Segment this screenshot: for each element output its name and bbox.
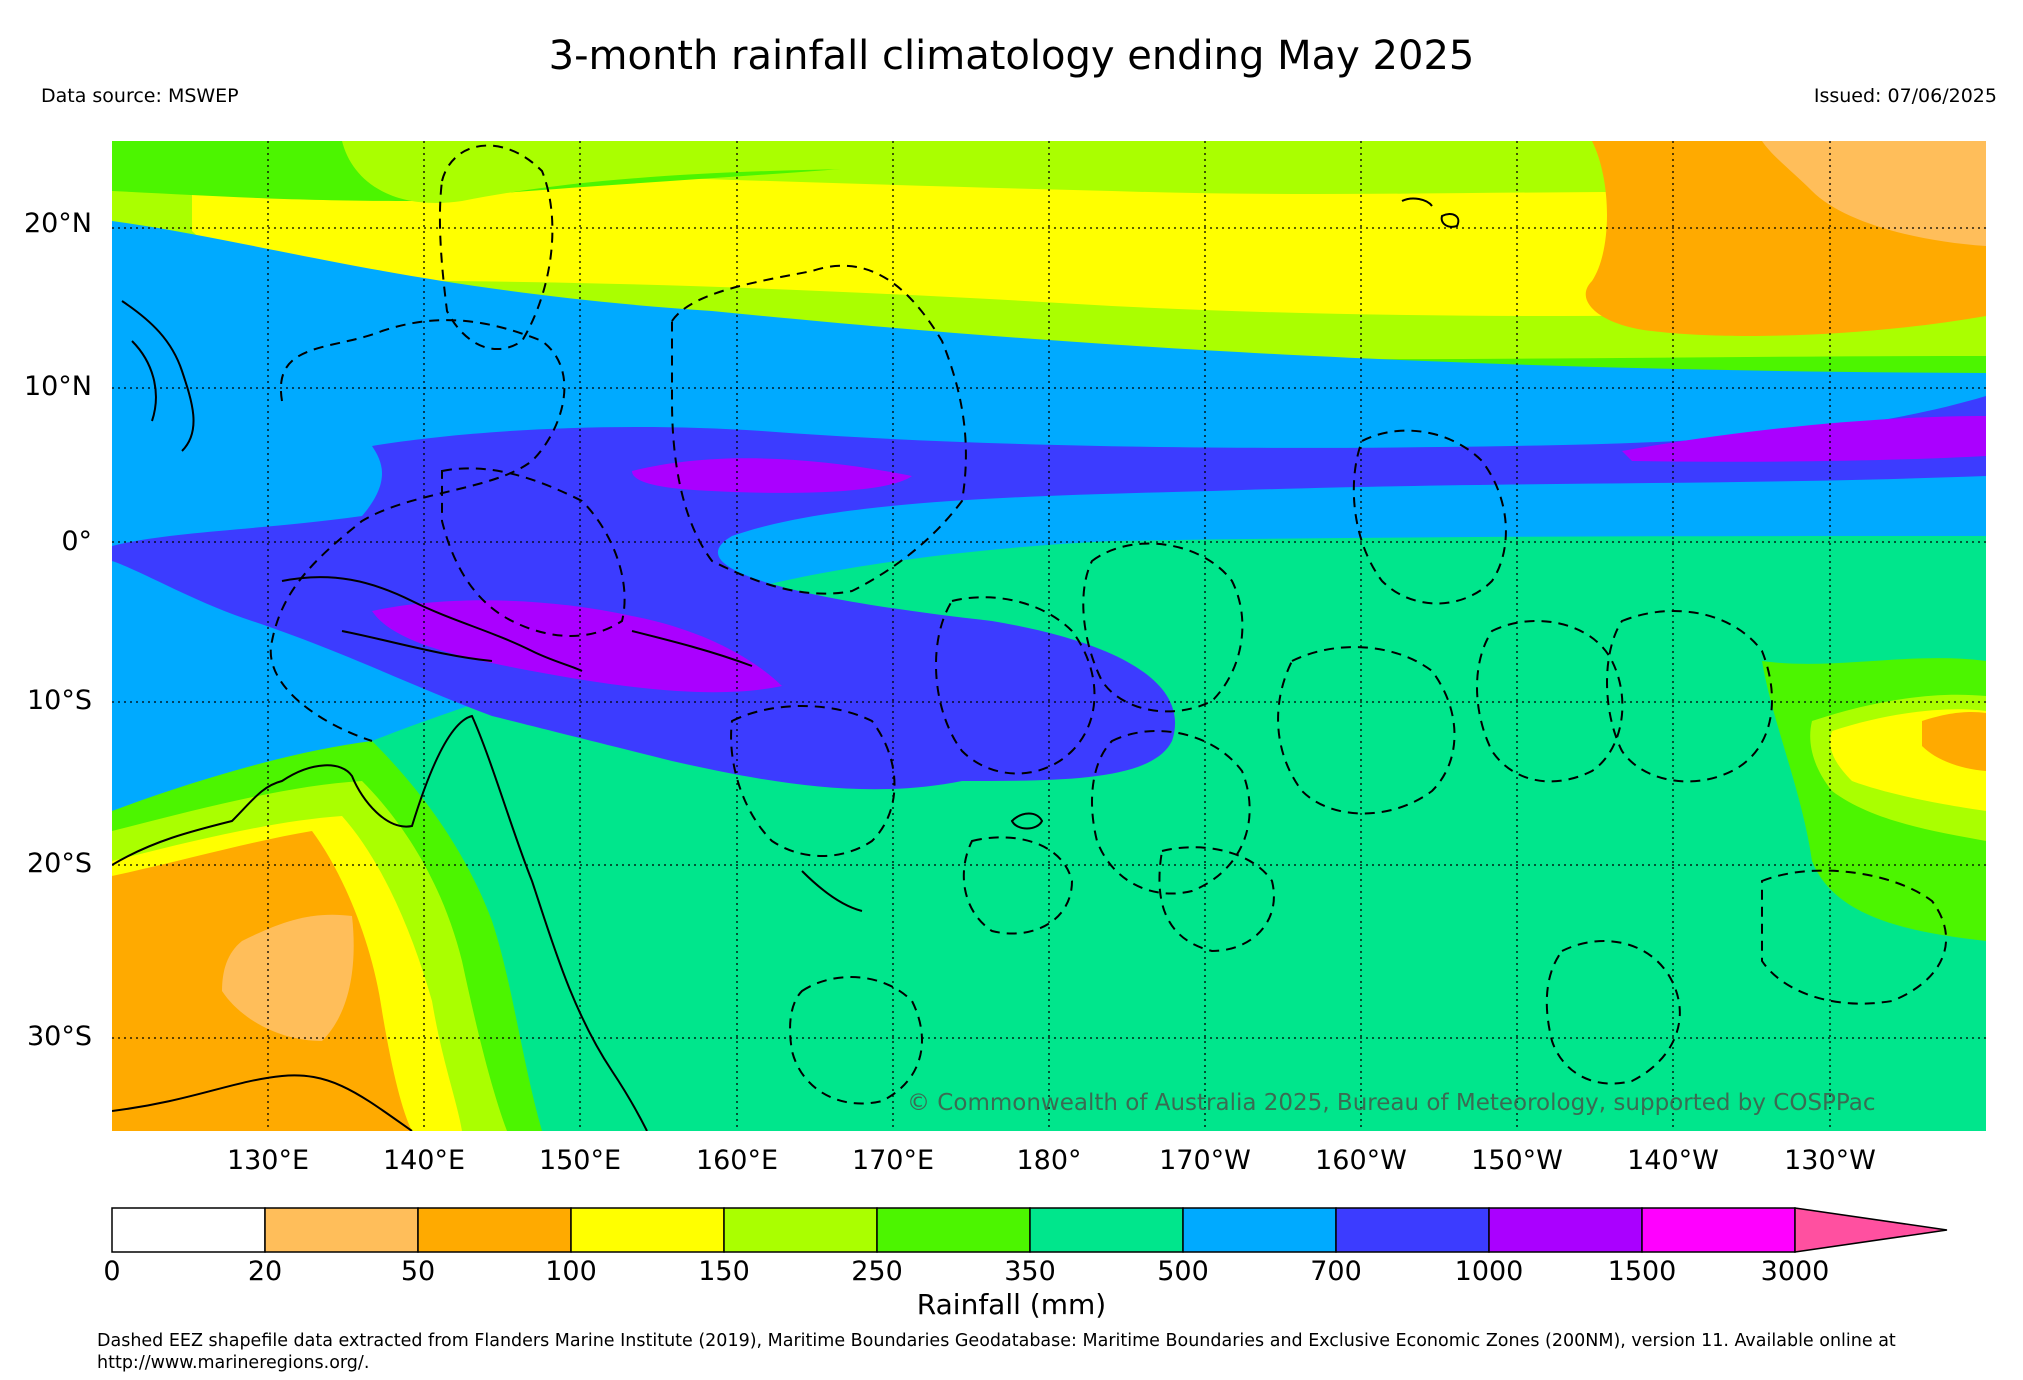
png-coastline <box>281 576 583 672</box>
colorbar-tick: 20 <box>247 1256 283 1287</box>
colorbar-tick: 3000 <box>1760 1256 1830 1287</box>
eez-boundary <box>935 596 1096 775</box>
colorbar-segment <box>1488 1207 1643 1253</box>
eez-boundary <box>1091 730 1251 895</box>
colorbar-segment <box>417 1207 572 1253</box>
eez-boundary <box>1082 542 1244 713</box>
eez-boundary <box>1476 620 1624 783</box>
fiji-coastline <box>1010 812 1044 830</box>
eez-boundary <box>1352 429 1507 605</box>
colorbar-segment <box>1029 1207 1184 1253</box>
lon-label-160e: 160°E <box>695 1145 779 1176</box>
eez-boundary <box>730 705 896 857</box>
colorbar-tick: 350 <box>1004 1256 1056 1287</box>
lon-label-150w: 150°W <box>1471 1145 1563 1176</box>
colorbar-segment <box>111 1207 266 1253</box>
band-itcz-purple-west <box>632 458 912 493</box>
rainfall-map <box>112 141 1986 1131</box>
australia-lightorange <box>222 914 354 1041</box>
lat-label-20n: 20°N <box>23 208 92 239</box>
eez-boundary <box>962 836 1074 935</box>
colorbar-tick: 1500 <box>1607 1256 1677 1287</box>
lat-label-10s: 10°S <box>27 685 92 716</box>
eez-boundary <box>1545 940 1681 1085</box>
colorbar-segment <box>264 1207 419 1253</box>
colorbar-tick: 1000 <box>1454 1256 1524 1287</box>
solomons-coastline <box>631 630 753 667</box>
colorbar-segment <box>876 1207 1031 1253</box>
lat-label-10n: 10°N <box>23 371 92 402</box>
australia-south-coastline <box>112 1074 413 1131</box>
colorbar-tick: 0 <box>103 1256 121 1287</box>
colorbar-segment <box>1335 1207 1490 1253</box>
colorbar-units-label: Rainfall (mm) <box>916 1288 1107 1321</box>
band-itcz-purple-east <box>1622 416 1986 462</box>
lat-label-20s: 20°S <box>27 848 92 879</box>
area-se-orange <box>1922 711 1986 771</box>
eez-boundary <box>1158 846 1275 953</box>
data-source-label: Data source: MSWEP <box>41 85 239 107</box>
colorbar-extend-arrow <box>1794 1207 1948 1253</box>
band-itcz-blue <box>112 396 1986 790</box>
lon-label-140e: 140°E <box>382 1145 466 1176</box>
issued-date-label: Issued: 07/06/2025 <box>1813 85 1997 107</box>
colorbar-tick: 100 <box>545 1256 597 1287</box>
lon-label-180: 180° <box>1016 1145 1082 1176</box>
eez-boundary <box>1761 869 1948 1005</box>
lon-label-170w: 170°W <box>1159 1145 1251 1176</box>
area-ne-lightorange <box>1762 141 1986 246</box>
eez-boundary <box>1277 646 1456 815</box>
eez-boundary <box>1606 610 1773 783</box>
eez-boundary <box>438 144 554 351</box>
colorbar-segment <box>723 1207 878 1253</box>
map-title: 3-month rainfall climatology ending May … <box>548 33 1475 79</box>
colorbar-tick: 500 <box>1157 1256 1209 1287</box>
colorbar <box>110 1206 1950 1258</box>
lat-label-equator: 0° <box>61 526 92 557</box>
eez-boundary <box>269 319 566 742</box>
colorbar-segment <box>570 1207 725 1253</box>
colorbar-tick: 150 <box>698 1256 750 1287</box>
colorbar-segment <box>1641 1207 1796 1253</box>
colorbar-tick: 700 <box>1310 1256 1362 1287</box>
eez-boundary <box>441 467 626 637</box>
eez-boundary <box>789 976 923 1105</box>
lon-label-130e: 130°E <box>226 1145 310 1176</box>
lon-label-150e: 150°E <box>538 1145 622 1176</box>
lon-label-170e: 170°E <box>851 1145 935 1176</box>
hawaii-coastline <box>1401 197 1460 228</box>
lon-label-160w: 160°W <box>1315 1145 1407 1176</box>
footnote: Dashed EEZ shapefile data extracted from… <box>97 1331 1896 1373</box>
eez-boundary <box>671 264 967 595</box>
band-north-lime-top <box>342 141 1986 203</box>
copyright-notice: © Commonwealth of Australia 2025, Bureau… <box>907 1090 1876 1116</box>
lat-label-30s: 30°S <box>27 1021 92 1052</box>
lon-label-130w: 130°W <box>1784 1145 1876 1176</box>
colorbar-tick: 250 <box>851 1256 903 1287</box>
new-caledonia-coastline <box>801 870 863 912</box>
band-north-yellow <box>192 170 1986 316</box>
australia-coastline <box>112 714 648 1131</box>
lon-label-140w: 140°W <box>1627 1145 1719 1176</box>
band-spcz-purple <box>372 600 782 693</box>
colorbar-tick: 50 <box>400 1256 436 1287</box>
colorbar-segment <box>1182 1207 1337 1253</box>
philippines-coastline <box>121 300 195 452</box>
